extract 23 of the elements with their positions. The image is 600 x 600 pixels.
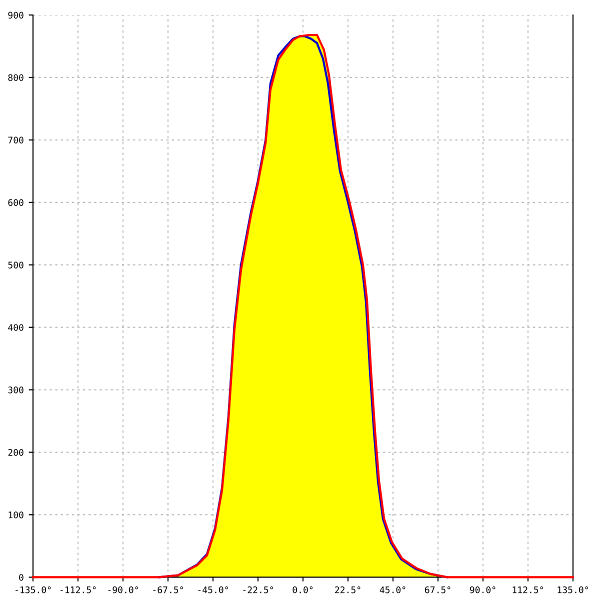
y-tick-label: 800 bbox=[8, 74, 24, 82]
x-tick-label: 67.5° bbox=[425, 586, 450, 594]
y-tick-label: 400 bbox=[8, 324, 24, 331]
y-tick-label: 700 bbox=[8, 136, 24, 144]
y-tick-label: 300 bbox=[8, 386, 24, 394]
x-tick-label: -90.0° bbox=[108, 586, 138, 594]
x-tick-label: 0.0° bbox=[292, 586, 313, 594]
x-tick-label: -45.0° bbox=[198, 586, 228, 594]
x-tick-label: 22.5° bbox=[335, 586, 360, 594]
x-tick-label: -22.5° bbox=[243, 586, 273, 594]
y-tick-label: 500 bbox=[8, 262, 24, 268]
x-tick-label: -67.5° bbox=[153, 586, 183, 594]
x-tick-label: -135.0° bbox=[16, 586, 51, 594]
y-tick-label: 200 bbox=[8, 449, 24, 456]
y-tick-label: 900 bbox=[8, 12, 24, 19]
y-tick-label: 100 bbox=[8, 511, 24, 518]
x-tick-label: 135.0° bbox=[558, 586, 588, 594]
x-tick-label: 112.5° bbox=[512, 586, 543, 594]
x-tick-label: 90.0° bbox=[470, 586, 496, 594]
y-tick-label: 0 bbox=[19, 574, 24, 581]
x-tick-label: 45.0° bbox=[380, 586, 406, 594]
y-tick-label: 600 bbox=[8, 199, 24, 206]
x-tick-label: -112.5° bbox=[60, 586, 96, 594]
